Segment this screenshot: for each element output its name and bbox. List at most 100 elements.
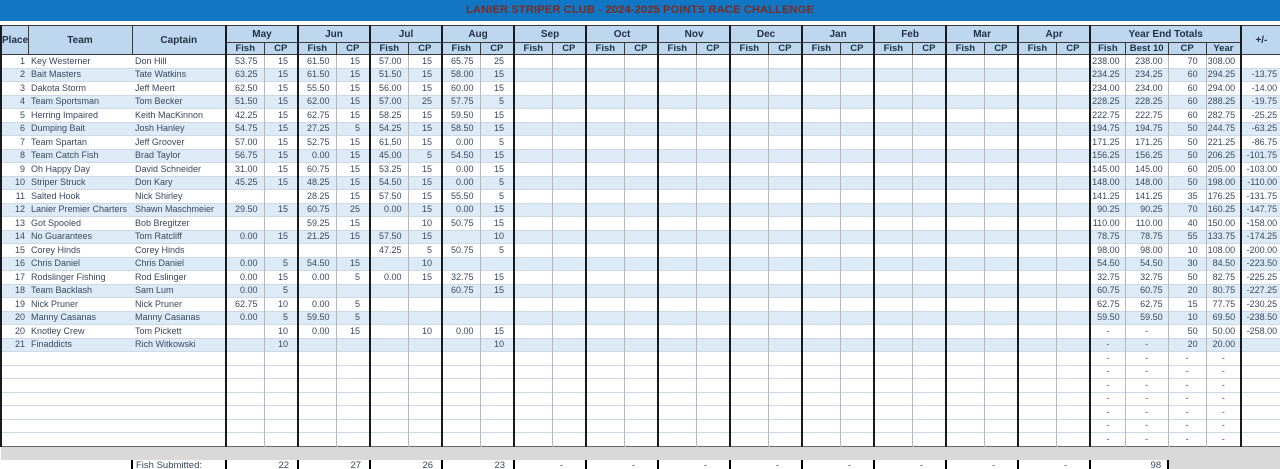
cell-cp[interactable]: [911, 432, 947, 446]
cell-place[interactable]: 16: [0, 256, 28, 271]
cell-fish[interactable]: [945, 54, 985, 68]
cell-fish[interactable]: 57.00: [369, 94, 409, 109]
cell-cp[interactable]: [911, 229, 947, 244]
col-header-cp[interactable]: CP: [695, 42, 731, 55]
cell-fish[interactable]: [513, 54, 553, 68]
cell-fish[interactable]: [513, 121, 553, 136]
cell-fish[interactable]: [1017, 189, 1057, 203]
cell-cp[interactable]: 15: [263, 94, 299, 109]
cell-fish[interactable]: [873, 148, 913, 163]
cell-fish[interactable]: [1017, 270, 1057, 284]
cell-fish[interactable]: 51.50: [369, 67, 409, 82]
cell-cp[interactable]: 15: [479, 270, 515, 284]
cell-fish[interactable]: [945, 229, 985, 244]
cell-cp[interactable]: [551, 337, 587, 352]
cell-fish[interactable]: [801, 189, 841, 203]
cell-cp[interactable]: 10: [407, 256, 443, 271]
cell-cp[interactable]: [623, 324, 659, 338]
cell-cp[interactable]: 15: [263, 121, 299, 136]
summary-row-label[interactable]: Fish Submitted:: [131, 459, 227, 469]
cell-cp[interactable]: [839, 148, 875, 163]
cell-best10[interactable]: 59.50: [1124, 310, 1169, 325]
cell-fish[interactable]: 0.00: [369, 270, 409, 284]
cell-place[interactable]: 2: [0, 67, 28, 82]
cell-fish[interactable]: [729, 418, 769, 433]
cell-cp[interactable]: [911, 216, 947, 230]
cell-fish[interactable]: [585, 81, 625, 95]
cell-cp[interactable]: [767, 256, 803, 271]
cell-fish[interactable]: [441, 432, 481, 446]
cell-cp[interactable]: [1055, 378, 1091, 392]
cell-fish[interactable]: [369, 324, 409, 338]
cell-cp[interactable]: [767, 135, 803, 149]
cell-place[interactable]: 11: [0, 189, 28, 203]
cell-cp[interactable]: [767, 54, 803, 68]
cell-fish[interactable]: [513, 324, 553, 338]
cell-place[interactable]: 13: [0, 216, 28, 230]
cell-cp[interactable]: [551, 351, 587, 365]
cell-cp[interactable]: 15: [263, 81, 299, 95]
cell-fish[interactable]: [801, 432, 841, 446]
cell-diff[interactable]: -103.00: [1240, 162, 1280, 176]
cell-fish[interactable]: 0.00: [297, 148, 337, 163]
cell-cp[interactable]: [767, 391, 803, 406]
cell-cp[interactable]: [911, 135, 947, 149]
cell-place[interactable]: [0, 351, 28, 365]
cell-total-dash[interactable]: -: [1124, 364, 1169, 379]
cell-fish[interactable]: [945, 432, 985, 446]
cell-cp[interactable]: [623, 94, 659, 109]
cell-cp[interactable]: [623, 351, 659, 365]
cell-best10[interactable]: 141.25: [1124, 189, 1169, 203]
cell-cp[interactable]: [551, 310, 587, 325]
cell-fish[interactable]: [873, 432, 913, 446]
col-header-fish[interactable]: Fish: [369, 42, 409, 55]
cell-fish[interactable]: [225, 418, 264, 433]
cell-cp[interactable]: [911, 175, 947, 190]
cell-fish[interactable]: [873, 81, 913, 95]
cell-diff[interactable]: [1240, 351, 1280, 365]
col-header-fish[interactable]: Fish: [801, 42, 841, 55]
col-header-month[interactable]: May: [224, 25, 299, 43]
cell-total-cp[interactable]: 20: [1167, 283, 1207, 298]
cell-cp[interactable]: [767, 432, 803, 446]
cell-cp[interactable]: [839, 432, 875, 446]
cell-cp[interactable]: [479, 418, 515, 433]
cell-team[interactable]: Team Backlash: [28, 283, 132, 298]
cell-fish[interactable]: [945, 162, 985, 176]
cell-fish[interactable]: [225, 432, 264, 446]
cell-cp[interactable]: [911, 405, 947, 419]
col-header-fish[interactable]: Fish: [513, 42, 553, 55]
col-header-month[interactable]: Aug: [441, 25, 515, 43]
cell-cp[interactable]: 25: [407, 94, 443, 109]
cell-fish[interactable]: 57.75: [441, 94, 481, 109]
cell-fish[interactable]: [441, 351, 481, 365]
cell-cp[interactable]: 15: [479, 216, 515, 230]
cell-fish[interactable]: [657, 202, 697, 217]
cell-cp[interactable]: [1055, 202, 1091, 217]
cell-fish[interactable]: [729, 67, 769, 82]
cell-cp[interactable]: [1055, 108, 1091, 122]
cell-cp[interactable]: 5: [263, 310, 299, 325]
cell-cp[interactable]: [479, 297, 515, 311]
cell-cp[interactable]: [767, 337, 803, 352]
cell-cp[interactable]: 5: [263, 283, 299, 298]
cell-fish[interactable]: [873, 121, 913, 136]
col-header-fish[interactable]: Fish: [873, 42, 913, 55]
cell-cp[interactable]: [911, 283, 947, 298]
col-header-month[interactable]: Oct: [585, 25, 659, 43]
cell-cp[interactable]: [983, 378, 1019, 392]
cell-fish[interactable]: 60.75: [297, 162, 337, 176]
cell-cp[interactable]: 10: [479, 337, 515, 352]
cell-total-fish[interactable]: 228.25: [1089, 94, 1126, 109]
cell-cp[interactable]: [983, 297, 1019, 311]
cell-fish[interactable]: [513, 108, 553, 122]
cell-cp[interactable]: [983, 216, 1019, 230]
cell-cp[interactable]: 5: [335, 270, 371, 284]
cell-cp[interactable]: [983, 391, 1019, 406]
cell-fish[interactable]: 48.25: [297, 175, 337, 190]
cell-fish[interactable]: [873, 135, 913, 149]
cell-fish[interactable]: [585, 310, 625, 325]
cell-cp[interactable]: [551, 202, 587, 217]
cell-fish[interactable]: [801, 310, 841, 325]
col-header-cp[interactable]: CP: [479, 42, 515, 55]
